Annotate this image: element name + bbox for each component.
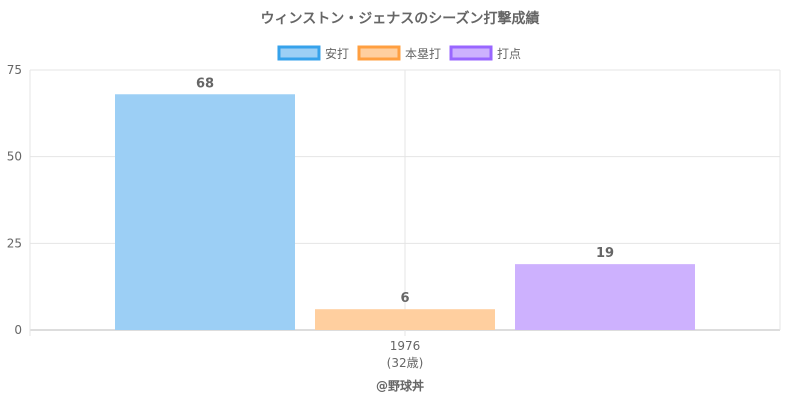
bars: [115, 94, 695, 331]
bar-1: [115, 94, 295, 331]
data-labels: 68 6 19: [196, 76, 614, 306]
y-tick-label: 75: [7, 63, 22, 77]
data-label-2: 6: [400, 291, 409, 306]
x-tick-sublabel: (32歳): [387, 356, 424, 370]
bar-2: [315, 309, 495, 330]
y-tick-label: 50: [7, 150, 22, 164]
legend-swatch-2[interactable]: [357, 45, 401, 61]
legend-label-1[interactable]: 安打: [325, 46, 349, 61]
legend-swatch-1[interactable]: [277, 45, 321, 61]
y-axis: 0 25 50 75: [7, 63, 22, 337]
legend-label-3[interactable]: 打点: [497, 47, 521, 61]
x-tick-label: 1976: [390, 339, 421, 353]
credit-label: @野球丼: [376, 378, 424, 393]
bar-3: [515, 264, 695, 330]
legend-swatch-3[interactable]: [449, 45, 493, 61]
data-label-1: 68: [196, 76, 214, 91]
y-tick-label: 0: [14, 323, 22, 337]
data-label-3: 19: [596, 246, 614, 261]
chart-title: ウィンストン・ジェナスのシーズン打撃成績: [260, 10, 539, 27]
legend: 安打 本塁打 打点: [277, 45, 521, 61]
y-tick-label: 25: [7, 236, 22, 250]
legend-label-2[interactable]: 本塁打: [405, 47, 441, 61]
x-axis: 1976 (32歳): [387, 339, 424, 370]
